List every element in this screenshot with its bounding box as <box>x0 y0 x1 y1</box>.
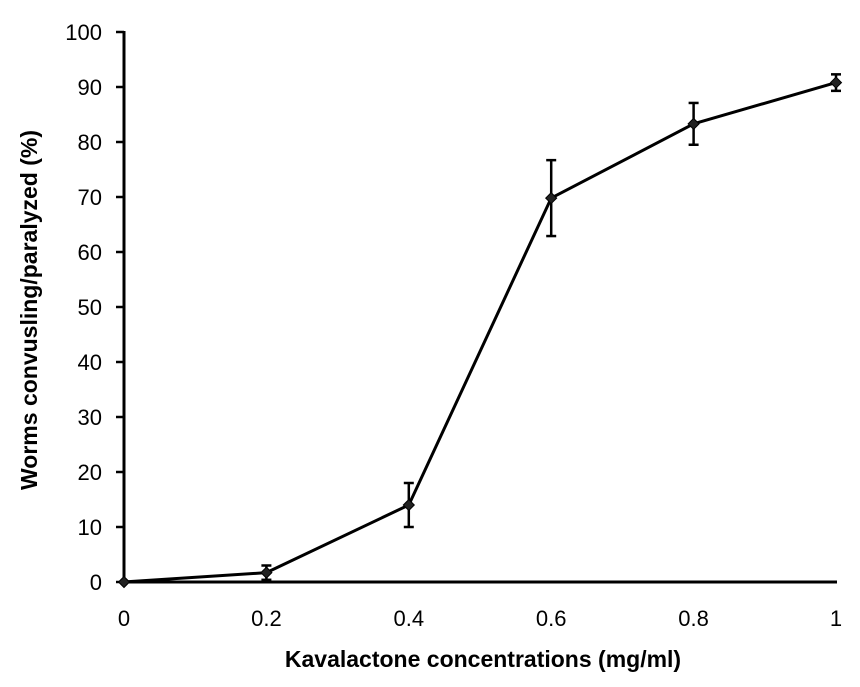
y-axis: 0 10 20 30 40 50 60 70 80 90 100 <box>65 20 126 595</box>
y-tick-label: 20 <box>78 460 102 485</box>
data-point <box>544 191 558 205</box>
y-tick-label: 40 <box>78 350 102 375</box>
data-point <box>829 76 843 89</box>
x-ticks: 0 0.2 0.4 0.6 0.8 1 <box>118 606 842 631</box>
x-tick-label: 0.6 <box>536 606 567 631</box>
y-tick-label: 80 <box>78 130 102 155</box>
y-tick-label: 50 <box>78 295 102 320</box>
y-tick-label: 60 <box>78 240 102 265</box>
data-point <box>687 117 700 131</box>
data-point <box>260 566 273 579</box>
x-axis-title: Kavalactone concentrations (mg/ml) <box>285 646 681 672</box>
plot-area <box>117 73 843 589</box>
series-line <box>123 81 837 584</box>
x-tick-label: 0 <box>118 606 130 631</box>
data-point <box>117 575 131 589</box>
x-tick-label: 0.8 <box>678 606 709 631</box>
x-tick-label: 0.2 <box>251 606 282 631</box>
x-tick-label: 0.4 <box>394 606 425 631</box>
x-tick-label: 1 <box>830 606 842 631</box>
y-tick-label: 30 <box>78 405 102 430</box>
y-axis-title: Worms convusling/paralyzed (%) <box>16 130 42 490</box>
y-ticks: 0 10 20 30 40 50 60 70 80 90 100 <box>65 20 124 595</box>
y-tick-label: 10 <box>78 515 102 540</box>
y-tick-label: 90 <box>78 75 102 100</box>
y-tick-label: 70 <box>78 185 102 210</box>
y-tick-label: 0 <box>90 570 102 595</box>
data-point <box>402 498 416 512</box>
y-tick-label: 100 <box>65 20 102 45</box>
x-axis: 0 0.2 0.4 0.6 0.8 1 <box>118 580 842 631</box>
